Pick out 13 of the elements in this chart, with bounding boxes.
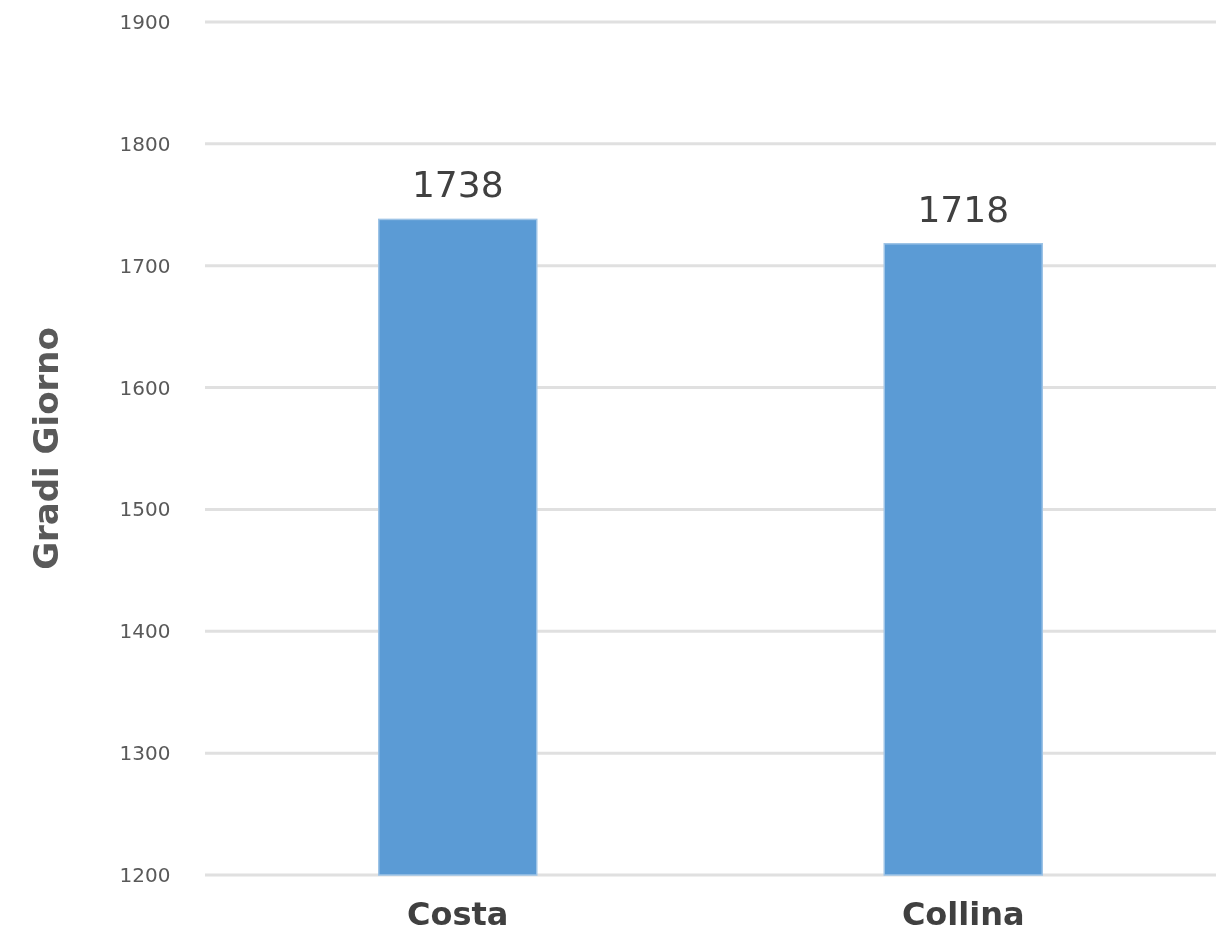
x-tick-label: Collina: [901, 895, 1025, 933]
y-tick-label: 1200: [119, 863, 171, 887]
data-label: 1718: [917, 188, 1010, 230]
y-tick-label: 1800: [119, 131, 171, 156]
y-tick-label: 1700: [119, 253, 171, 278]
x-tick-label: Costa: [407, 895, 509, 933]
y-tick-label: 1900: [119, 10, 171, 34]
y-tick-label: 1500: [119, 497, 171, 522]
y-tick-label: 1400: [119, 619, 171, 644]
y-tick-label: 1300: [119, 741, 171, 766]
data-label: 1738: [411, 164, 504, 206]
y-axis-title: Gradi Giorno: [26, 327, 66, 570]
y-tick-label: 1600: [119, 375, 171, 400]
